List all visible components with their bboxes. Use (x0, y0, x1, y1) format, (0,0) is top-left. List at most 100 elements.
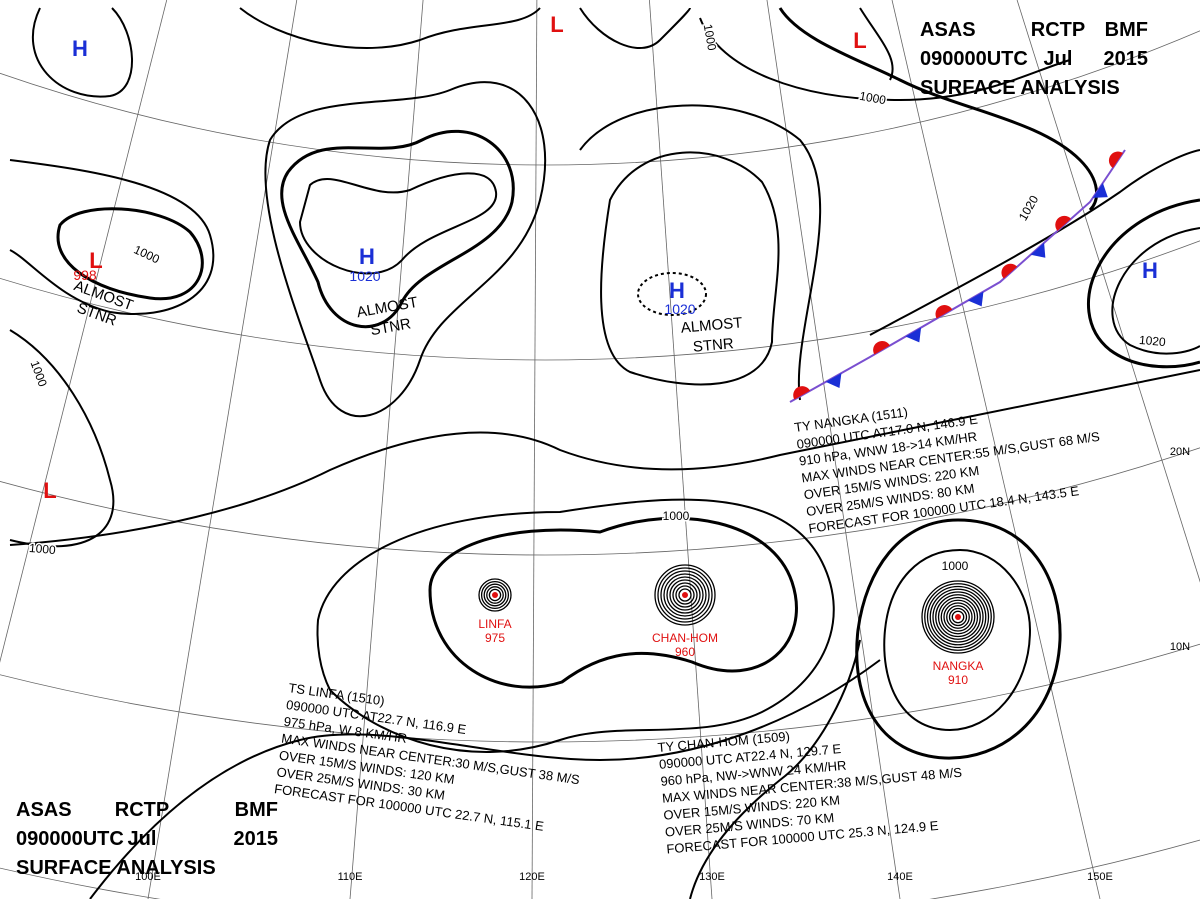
note-line: STNR (692, 335, 734, 356)
isobar-label: 1020 (1138, 333, 1166, 349)
header-time: 2015 (234, 828, 279, 850)
header-time: 2015 (1104, 48, 1149, 70)
isobar (1111, 227, 1200, 355)
header-agency: BMF (235, 799, 278, 821)
typhoon-eye (492, 592, 498, 598)
typhoon-ring (921, 580, 995, 654)
isobar (56, 207, 204, 301)
grid-label: 130E (699, 871, 725, 883)
isobar (855, 518, 1062, 760)
isobar (1086, 198, 1200, 369)
header-time: 090000UTC (16, 828, 124, 850)
header-time: Jul (1044, 48, 1073, 70)
meridian (1016, 0, 1200, 583)
grid-label: 20N (1170, 446, 1190, 458)
warm-symbol (1001, 263, 1018, 279)
isobar-label: 1000 (942, 559, 969, 573)
typhoon-pressure: 960 (675, 645, 695, 659)
typhoon-ring (935, 594, 981, 640)
cold-symbol (967, 291, 984, 307)
typhoon-ring (480, 580, 510, 610)
typhoon-rings (478, 564, 995, 654)
header-agency: BMF (1105, 19, 1148, 41)
warm-symbol (935, 305, 953, 319)
warm-symbol (793, 386, 811, 400)
typhoon-ring (669, 579, 701, 611)
isobar (316, 498, 835, 753)
meridian (891, 0, 1101, 899)
grid-label: 120E (519, 871, 545, 883)
header-agency: RCTP (1031, 19, 1085, 41)
typhoon-ring (663, 573, 707, 617)
typhoon-name: NANGKA (933, 659, 984, 673)
isobar-dotted (637, 272, 707, 316)
center-symbol: L (89, 248, 102, 273)
typhoon-ring (946, 605, 970, 629)
typhoon-ring (926, 585, 990, 649)
isobar (428, 516, 798, 689)
typhoon-ring (654, 564, 716, 626)
stationary-front (789, 149, 1126, 403)
center-symbol: H (669, 278, 685, 303)
meridian (147, 0, 298, 899)
typhoon-ring (948, 607, 968, 627)
isobar-label: 1000 (701, 23, 719, 52)
typhoon-pressure: 910 (948, 673, 968, 687)
cold-symbol (1030, 242, 1046, 258)
meridian (766, 0, 901, 899)
note-line: STNR (369, 315, 412, 339)
isobar (9, 159, 215, 316)
cold-symbol (905, 327, 922, 343)
center-value: 998 (73, 267, 97, 283)
center-value: 1020 (664, 301, 695, 317)
isobar (579, 104, 822, 401)
grid-label: 110E (338, 871, 363, 883)
warm-symbol (1108, 151, 1123, 168)
header-time: 090000UTC (920, 48, 1028, 70)
cold-symbol (1092, 182, 1108, 198)
typhoon-ring (660, 570, 710, 620)
center-symbol: L (550, 12, 563, 37)
center-symbol: H (72, 36, 88, 61)
isobars (9, 7, 1200, 899)
grid-label: 140E (887, 871, 913, 883)
center-symbol: H (359, 244, 375, 269)
isobar (298, 172, 498, 275)
meridian (649, 0, 713, 899)
note-line: ALMOST (680, 314, 743, 336)
typhoon-ring (666, 576, 704, 614)
typhoon-pressure: 975 (485, 631, 505, 645)
isobar (31, 7, 133, 98)
center-symbol: L (853, 28, 866, 53)
isobar (239, 7, 541, 49)
meridian (531, 0, 538, 899)
center-symbol: H (1142, 258, 1158, 283)
isobar (859, 7, 894, 81)
typhoon-ring (478, 578, 512, 612)
isobar (883, 548, 1032, 732)
typhoon-eye (682, 592, 688, 598)
isobar-label: 1000 (663, 509, 690, 523)
typhoon-ring (951, 610, 965, 624)
isobar (9, 329, 115, 548)
isobar (778, 7, 1099, 212)
typhoon-name: CHAN-HOM (652, 631, 718, 645)
isobar (600, 151, 780, 386)
typhoon-eye (955, 614, 961, 620)
isobar (579, 7, 691, 50)
typhoon-ring (483, 583, 507, 607)
typhoon-ring (924, 583, 992, 651)
advisory: TY CHAN-HOM (1509)090000 UTC AT22.4 N, 1… (657, 728, 963, 856)
front-line (789, 149, 1126, 403)
center-value: 1020 (349, 268, 380, 284)
typhoon-ring (929, 588, 987, 646)
isobar (869, 149, 1200, 336)
typhoon-ring (672, 582, 698, 608)
center-symbol: L (43, 478, 56, 503)
typhoon-ring (932, 591, 984, 643)
grid-label: 100E (135, 871, 161, 883)
header-agency: ASAS (16, 799, 72, 821)
